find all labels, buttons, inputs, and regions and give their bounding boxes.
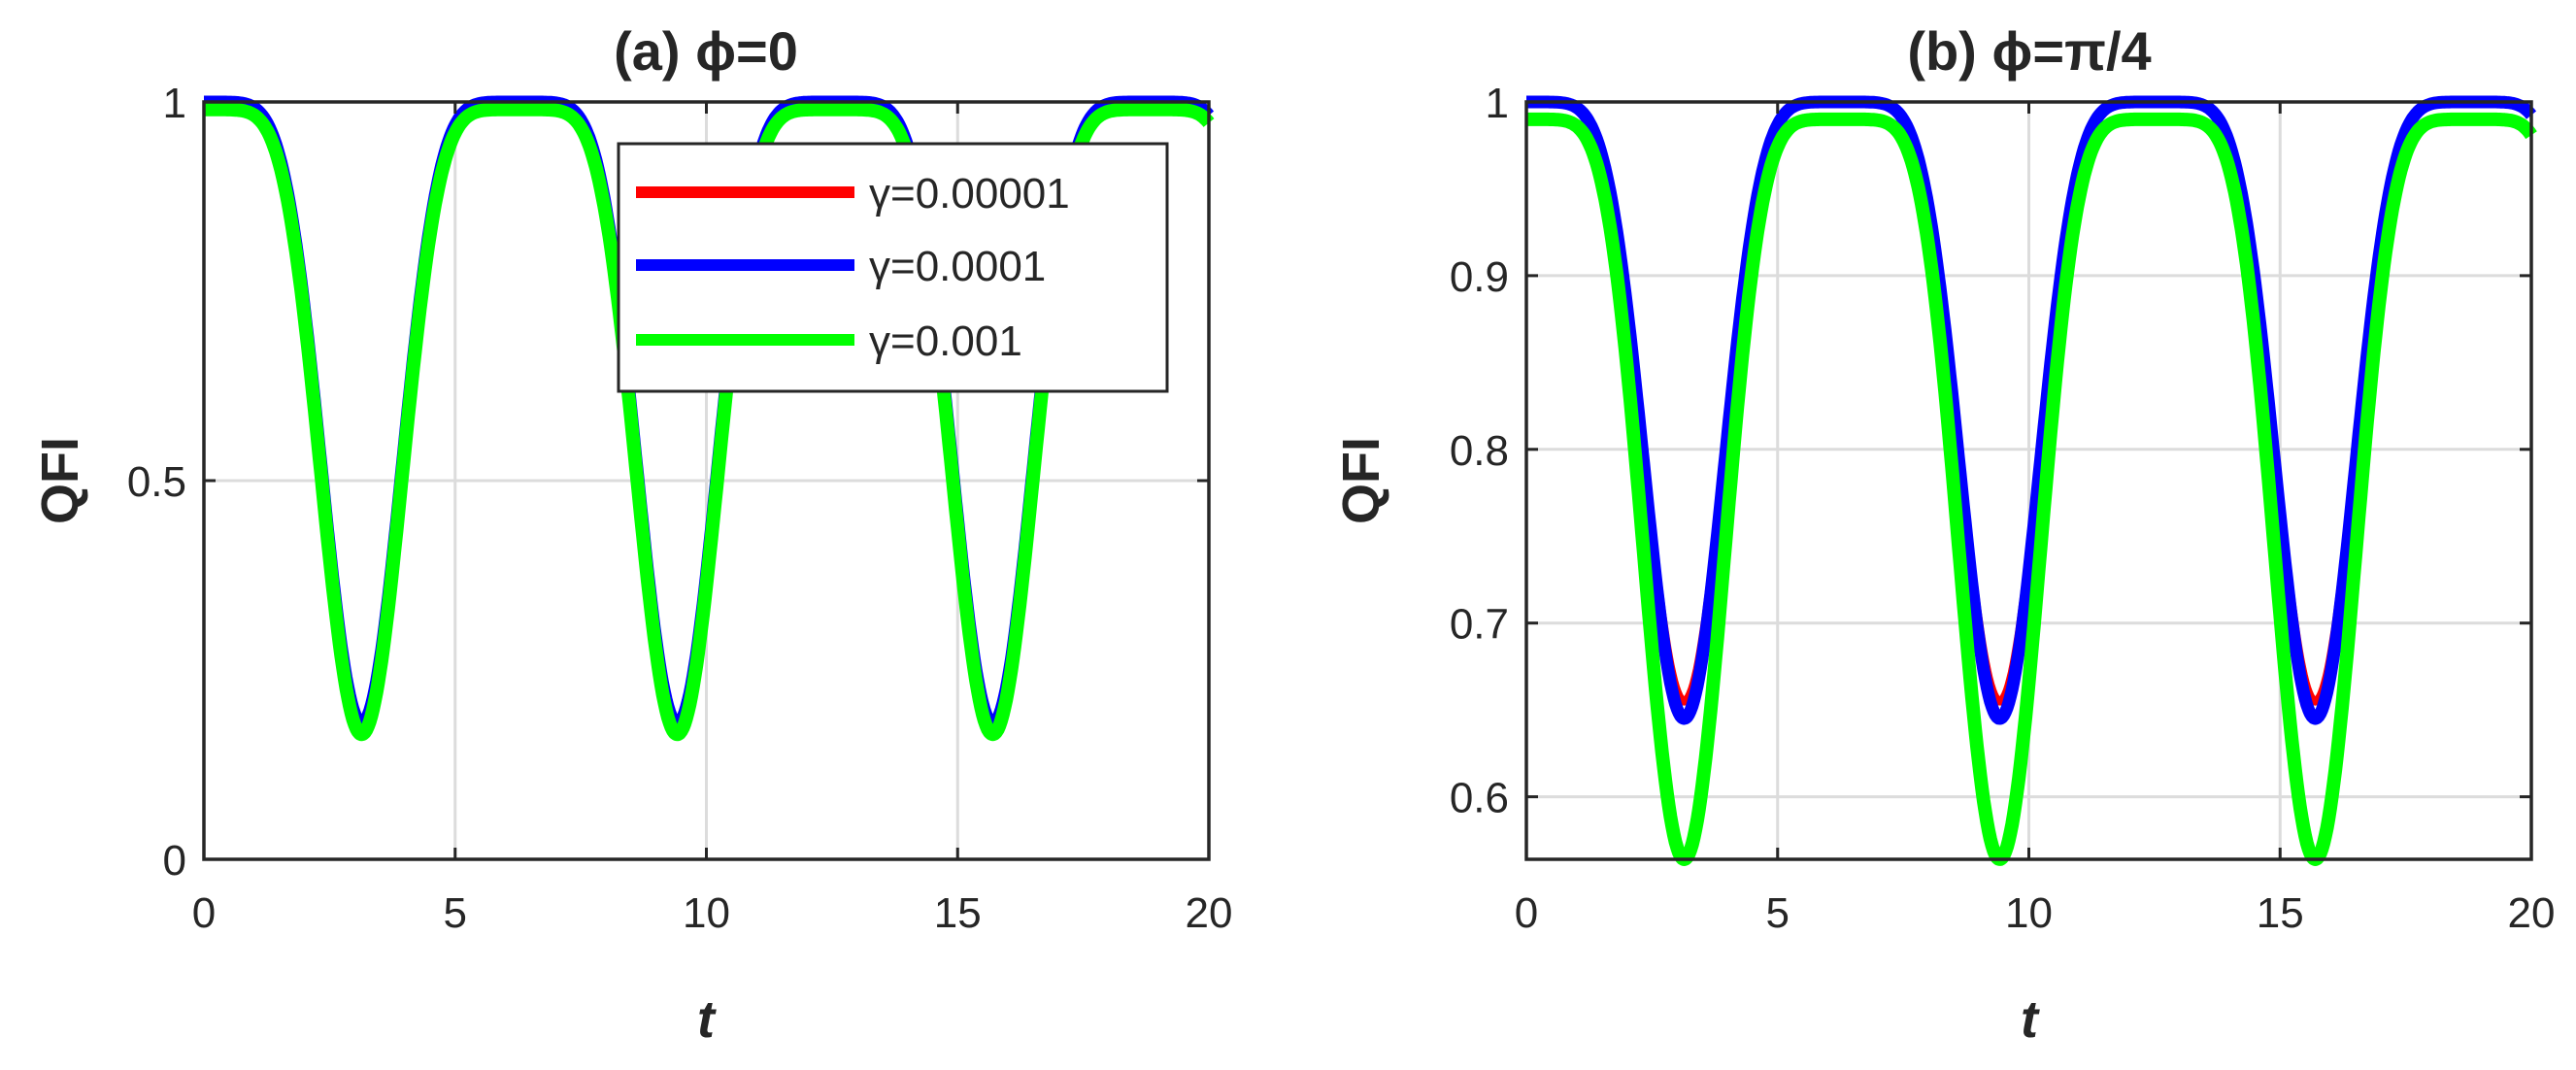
panel-a-title: (a) ϕ=0 — [614, 20, 798, 82]
panel-b-x-tick-label: 10 — [2005, 889, 2053, 937]
panel-b-y-tick-label: 0.8 — [1450, 427, 1509, 475]
panel-a: 0 5 10 15 20 00.51 (a) ϕ=0 t QFI γ=0.00001 γ… — [31, 20, 1232, 1049]
panel-a-x-axis-title: t — [697, 990, 717, 1049]
panel-b-y-tick-label: 1 — [1486, 80, 1509, 127]
panel-b: 0 5 10 15 20 0.6 0.7 0.8 0.9 1 (b) ϕ=π/4 t QFI — [1332, 20, 2555, 1049]
legend-label-gamma-001: γ=0.001 — [869, 318, 1022, 365]
panel-a-y-tick-labels: 00.51 — [127, 80, 186, 885]
panel-a-x-tick-label: 15 — [934, 889, 982, 937]
legend-box — [617, 142, 1169, 393]
panel-a-series-3-line — [198, 102, 1215, 742]
panel-a-tick-marks — [202, 100, 1211, 861]
panel-a-x-tick-label: 20 — [1186, 889, 1233, 937]
legend: γ=0.00001 γ=0.0001 γ=0.001 — [617, 142, 1169, 393]
panel-b-y-tick-label: 0.7 — [1450, 601, 1509, 649]
panel-a-x-tick-label: 5 — [444, 889, 467, 937]
panel-a-y-tick-label: 0 — [163, 837, 186, 885]
panel-b-x-tick-labels: 0 5 10 15 20 — [1515, 889, 2556, 937]
panel-b-series-3-line — [1521, 112, 2537, 866]
panel-a-y-tick-label: 0.5 — [127, 458, 186, 506]
panel-b-y-tick-labels: 0.6 0.7 0.8 0.9 1 — [1450, 80, 1509, 822]
panel-a-y-axis-title: QFI — [31, 437, 89, 524]
panel-a-y-tick-label: 1 — [163, 80, 186, 127]
panel-b-series — [1521, 95, 2537, 866]
panel-b-title: (b) ϕ=π/4 — [1907, 20, 2151, 82]
panel-b-y-axis-title: QFI — [1332, 437, 1390, 524]
panel-a-x-tick-label: 0 — [192, 889, 216, 937]
panel-b-x-axis-title: t — [2021, 990, 2040, 1049]
panel-b-y-tick-label: 0.9 — [1450, 253, 1509, 301]
panel-a-x-tick-labels: 0 5 10 15 20 — [192, 889, 1233, 937]
panel-b-x-tick-label: 0 — [1515, 889, 1538, 937]
legend-label-gamma-00001: γ=0.00001 — [869, 170, 1070, 217]
panel-b-y-tick-label: 0.6 — [1450, 775, 1509, 822]
panel-b-x-tick-label: 15 — [2257, 889, 2304, 937]
panel-b-tick-marks — [1524, 100, 2533, 859]
panel-a-x-tick-label: 10 — [683, 889, 730, 937]
panel-b-x-tick-label: 20 — [2508, 889, 2556, 937]
panel-b-x-tick-label: 5 — [1766, 889, 1790, 937]
legend-label-gamma-0001: γ=0.0001 — [869, 243, 1046, 290]
